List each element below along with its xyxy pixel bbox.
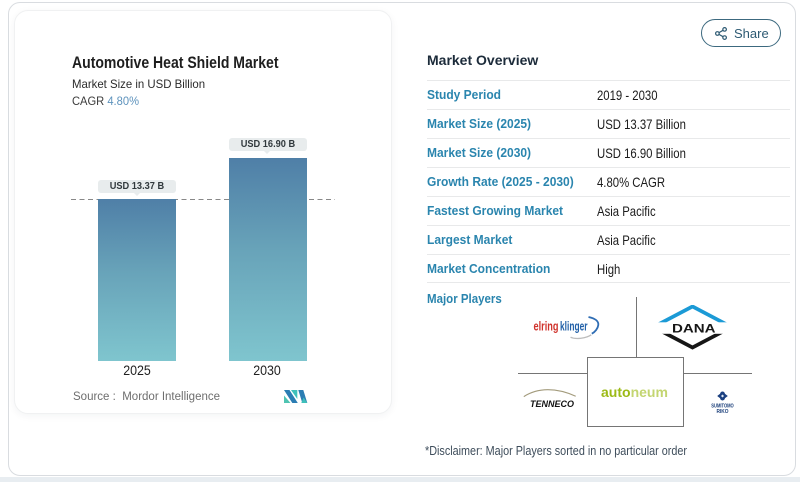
svg-text:DANA: DANA — [672, 321, 716, 335]
svg-text:elring: elring — [534, 319, 559, 334]
svg-text:klinger: klinger — [560, 319, 588, 334]
svg-text:RIKO: RIKO — [717, 408, 729, 414]
svg-text:TENNECO: TENNECO — [530, 399, 575, 410]
svg-text:SUMITOMO: SUMITOMO — [711, 403, 734, 409]
